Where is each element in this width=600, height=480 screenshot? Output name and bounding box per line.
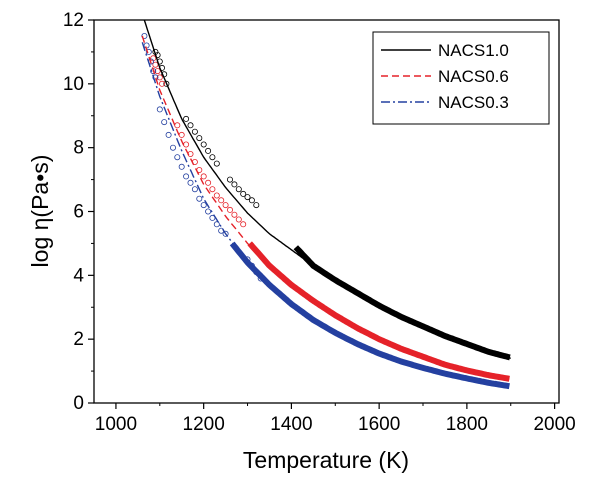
data-point	[222, 230, 229, 237]
data-point	[226, 206, 233, 213]
data-point	[231, 211, 238, 218]
data-point	[163, 80, 170, 87]
data-point	[244, 194, 251, 201]
y-tick-label: 10	[63, 74, 84, 95]
legend-box	[372, 31, 550, 125]
data-point	[200, 173, 207, 180]
data-point	[169, 144, 176, 151]
data-point	[152, 61, 159, 68]
high-temperature-data	[293, 245, 511, 361]
data-layer	[229, 241, 511, 390]
data-point	[235, 186, 242, 193]
data-point	[156, 74, 163, 81]
y-tick-label: 4	[73, 265, 84, 286]
data-point	[200, 141, 207, 148]
data-point	[183, 141, 190, 148]
high-temperature-data	[229, 241, 510, 390]
data-point	[145, 48, 152, 55]
data-point	[200, 202, 207, 209]
data-point	[174, 122, 181, 129]
data-point	[191, 186, 198, 193]
data-point	[240, 221, 247, 228]
data-point	[209, 186, 216, 193]
data-point	[178, 163, 185, 170]
data-point	[222, 202, 229, 209]
data-point	[226, 176, 233, 183]
data-point	[178, 131, 185, 138]
data-point	[187, 179, 194, 186]
legend-label: NACS0.6	[438, 67, 509, 86]
data-point	[213, 160, 220, 167]
x-tick-label: 1200	[183, 414, 225, 435]
y-tick-label: 0	[73, 393, 84, 414]
data-point	[253, 202, 260, 209]
high-temperature-data	[247, 241, 510, 382]
data-point	[165, 131, 172, 138]
data-point	[205, 147, 212, 154]
legend-label: NACS0.3	[438, 93, 509, 112]
data-point	[205, 208, 212, 215]
x-tick-label: 1000	[95, 414, 137, 435]
data-point	[209, 154, 216, 161]
y-tick-label: 12	[63, 10, 84, 31]
data-point	[248, 197, 255, 204]
y-tick-label: 8	[73, 138, 84, 159]
y-tick-label: 6	[73, 202, 84, 223]
points-layer	[141, 33, 264, 282]
data-point	[154, 68, 161, 75]
data-point	[161, 119, 168, 126]
data-point	[213, 221, 220, 228]
data-point	[156, 106, 163, 113]
data-point	[196, 195, 203, 202]
x-tick-label: 1800	[446, 414, 488, 435]
x-tick-label: 2000	[533, 414, 575, 435]
ticks-layer: 1000 1200 1400 1600 1800 2000 0 2 4 6 8 10 12	[63, 10, 576, 435]
x-tick-label: 1400	[270, 414, 312, 435]
data-point	[187, 122, 194, 129]
legend: NACS1.0 NACS0.6 NACS0.3	[372, 31, 550, 125]
data-point	[174, 154, 181, 161]
y-tick-label: 2	[73, 329, 84, 350]
data-point	[158, 80, 165, 87]
data-point	[218, 197, 225, 204]
data-point	[196, 135, 203, 142]
data-point	[191, 128, 198, 135]
data-point	[141, 33, 148, 40]
data-point	[240, 190, 247, 197]
data-point	[235, 216, 242, 223]
legend-label: NACS1.0	[438, 41, 509, 60]
x-tick-label: 1600	[358, 414, 400, 435]
data-point	[213, 192, 220, 199]
data-point	[183, 115, 190, 122]
data-point	[231, 181, 238, 188]
data-point	[205, 179, 212, 186]
data-point	[183, 173, 190, 180]
y-axis-title: log η(Pa•s)	[27, 155, 53, 268]
data-point	[152, 74, 159, 81]
x-axis-title: Temperature (K)	[243, 447, 409, 473]
